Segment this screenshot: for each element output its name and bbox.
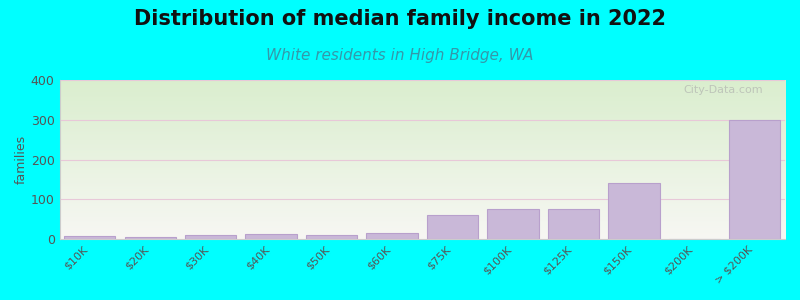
Bar: [548, 209, 599, 239]
Bar: [487, 209, 538, 239]
Bar: [366, 233, 418, 239]
Y-axis label: families: families: [15, 135, 28, 184]
Bar: [185, 235, 236, 239]
Bar: [306, 235, 358, 239]
Bar: [608, 183, 659, 239]
Bar: [246, 234, 297, 239]
Bar: [426, 215, 478, 239]
Bar: [64, 236, 115, 239]
Bar: [729, 120, 781, 239]
Text: Distribution of median family income in 2022: Distribution of median family income in …: [134, 9, 666, 29]
Text: White residents in High Bridge, WA: White residents in High Bridge, WA: [266, 48, 534, 63]
Bar: [125, 237, 176, 239]
Text: City-Data.com: City-Data.com: [684, 85, 763, 95]
